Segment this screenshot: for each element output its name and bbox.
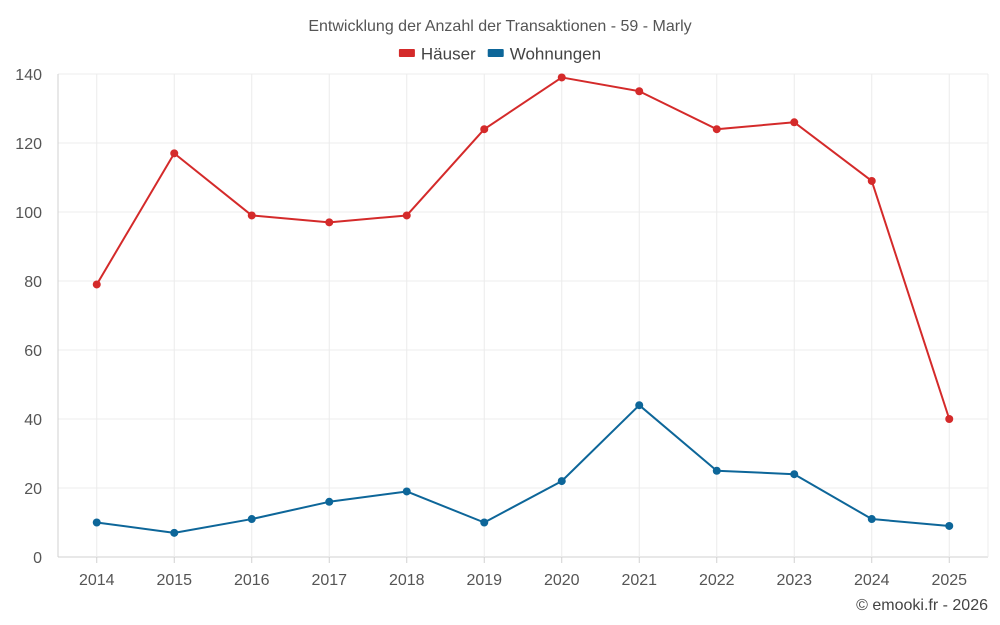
x-axis: 2014 2015 2016 2017 2018 2019 2020 2021 2022 2023… bbox=[79, 557, 967, 589]
x-tick-label: 2019 bbox=[466, 572, 502, 589]
data-point[interactable] bbox=[480, 125, 489, 134]
data-point[interactable] bbox=[402, 211, 411, 220]
data-point[interactable] bbox=[867, 176, 876, 185]
legend-swatch bbox=[487, 49, 504, 57]
y-tick-label: 20 bbox=[24, 481, 42, 498]
data-point[interactable] bbox=[557, 73, 566, 82]
x-tick-label: 2014 bbox=[79, 572, 115, 589]
x-tick-label: 2023 bbox=[776, 572, 812, 589]
data-point[interactable] bbox=[635, 401, 644, 410]
data-point[interactable] bbox=[635, 87, 644, 96]
legend: Häuser Wohnungen bbox=[398, 44, 601, 63]
legend-label: Häuser bbox=[421, 44, 476, 63]
y-tick-label: 140 bbox=[15, 67, 42, 84]
data-point[interactable] bbox=[325, 497, 334, 506]
data-point[interactable] bbox=[170, 149, 179, 158]
x-tick-label: 2018 bbox=[389, 572, 425, 589]
data-point[interactable] bbox=[945, 415, 954, 423]
data-point[interactable] bbox=[790, 118, 799, 127]
data-point[interactable] bbox=[247, 211, 256, 220]
legend-item[interactable]: Wohnungen bbox=[487, 44, 601, 63]
data-point[interactable] bbox=[247, 515, 256, 524]
gridlines bbox=[57, 73, 989, 558]
x-tick-label: 2020 bbox=[544, 572, 580, 589]
data-point[interactable] bbox=[557, 477, 566, 486]
data-point[interactable] bbox=[790, 470, 799, 479]
y-tick-label: 60 bbox=[24, 343, 42, 360]
series-layer bbox=[92, 73, 954, 537]
data-point[interactable] bbox=[402, 487, 411, 496]
data-point[interactable] bbox=[480, 518, 489, 527]
x-tick-label: 2017 bbox=[311, 572, 347, 589]
y-tick-label: 80 bbox=[24, 274, 42, 291]
chart-title: Entwicklung der Anzahl der Transaktionen… bbox=[308, 18, 691, 35]
data-point[interactable] bbox=[867, 515, 876, 524]
x-tick-label: 2021 bbox=[621, 572, 657, 589]
legend-item[interactable]: Häuser bbox=[398, 44, 476, 63]
series-line bbox=[96, 404, 950, 534]
data-point[interactable] bbox=[92, 518, 101, 527]
y-tick-label: 0 bbox=[33, 550, 42, 567]
x-tick-label: 2025 bbox=[931, 572, 967, 589]
x-tick-label: 2024 bbox=[854, 572, 890, 589]
credit-text: © emooki.fr - 2026 bbox=[856, 597, 988, 614]
legend-swatch bbox=[398, 49, 415, 57]
data-point[interactable] bbox=[712, 466, 721, 475]
y-tick-label: 120 bbox=[15, 136, 42, 153]
x-tick-label: 2022 bbox=[699, 572, 735, 589]
legend-label: Wohnungen bbox=[510, 44, 601, 63]
data-point[interactable] bbox=[170, 528, 179, 537]
data-point[interactable] bbox=[712, 125, 721, 134]
data-point[interactable] bbox=[325, 218, 334, 227]
y-tick-label: 40 bbox=[24, 412, 42, 429]
data-point[interactable] bbox=[92, 280, 101, 289]
data-point[interactable] bbox=[945, 521, 954, 530]
x-tick-label: 2016 bbox=[234, 572, 270, 589]
series-1 bbox=[92, 401, 954, 537]
x-tick-label: 2015 bbox=[156, 572, 192, 589]
series-line bbox=[95, 76, 951, 420]
series-0 bbox=[92, 73, 954, 423]
y-axis: 0 20 40 60 80 100 120 140 bbox=[15, 67, 42, 567]
y-tick-label: 100 bbox=[15, 205, 42, 222]
